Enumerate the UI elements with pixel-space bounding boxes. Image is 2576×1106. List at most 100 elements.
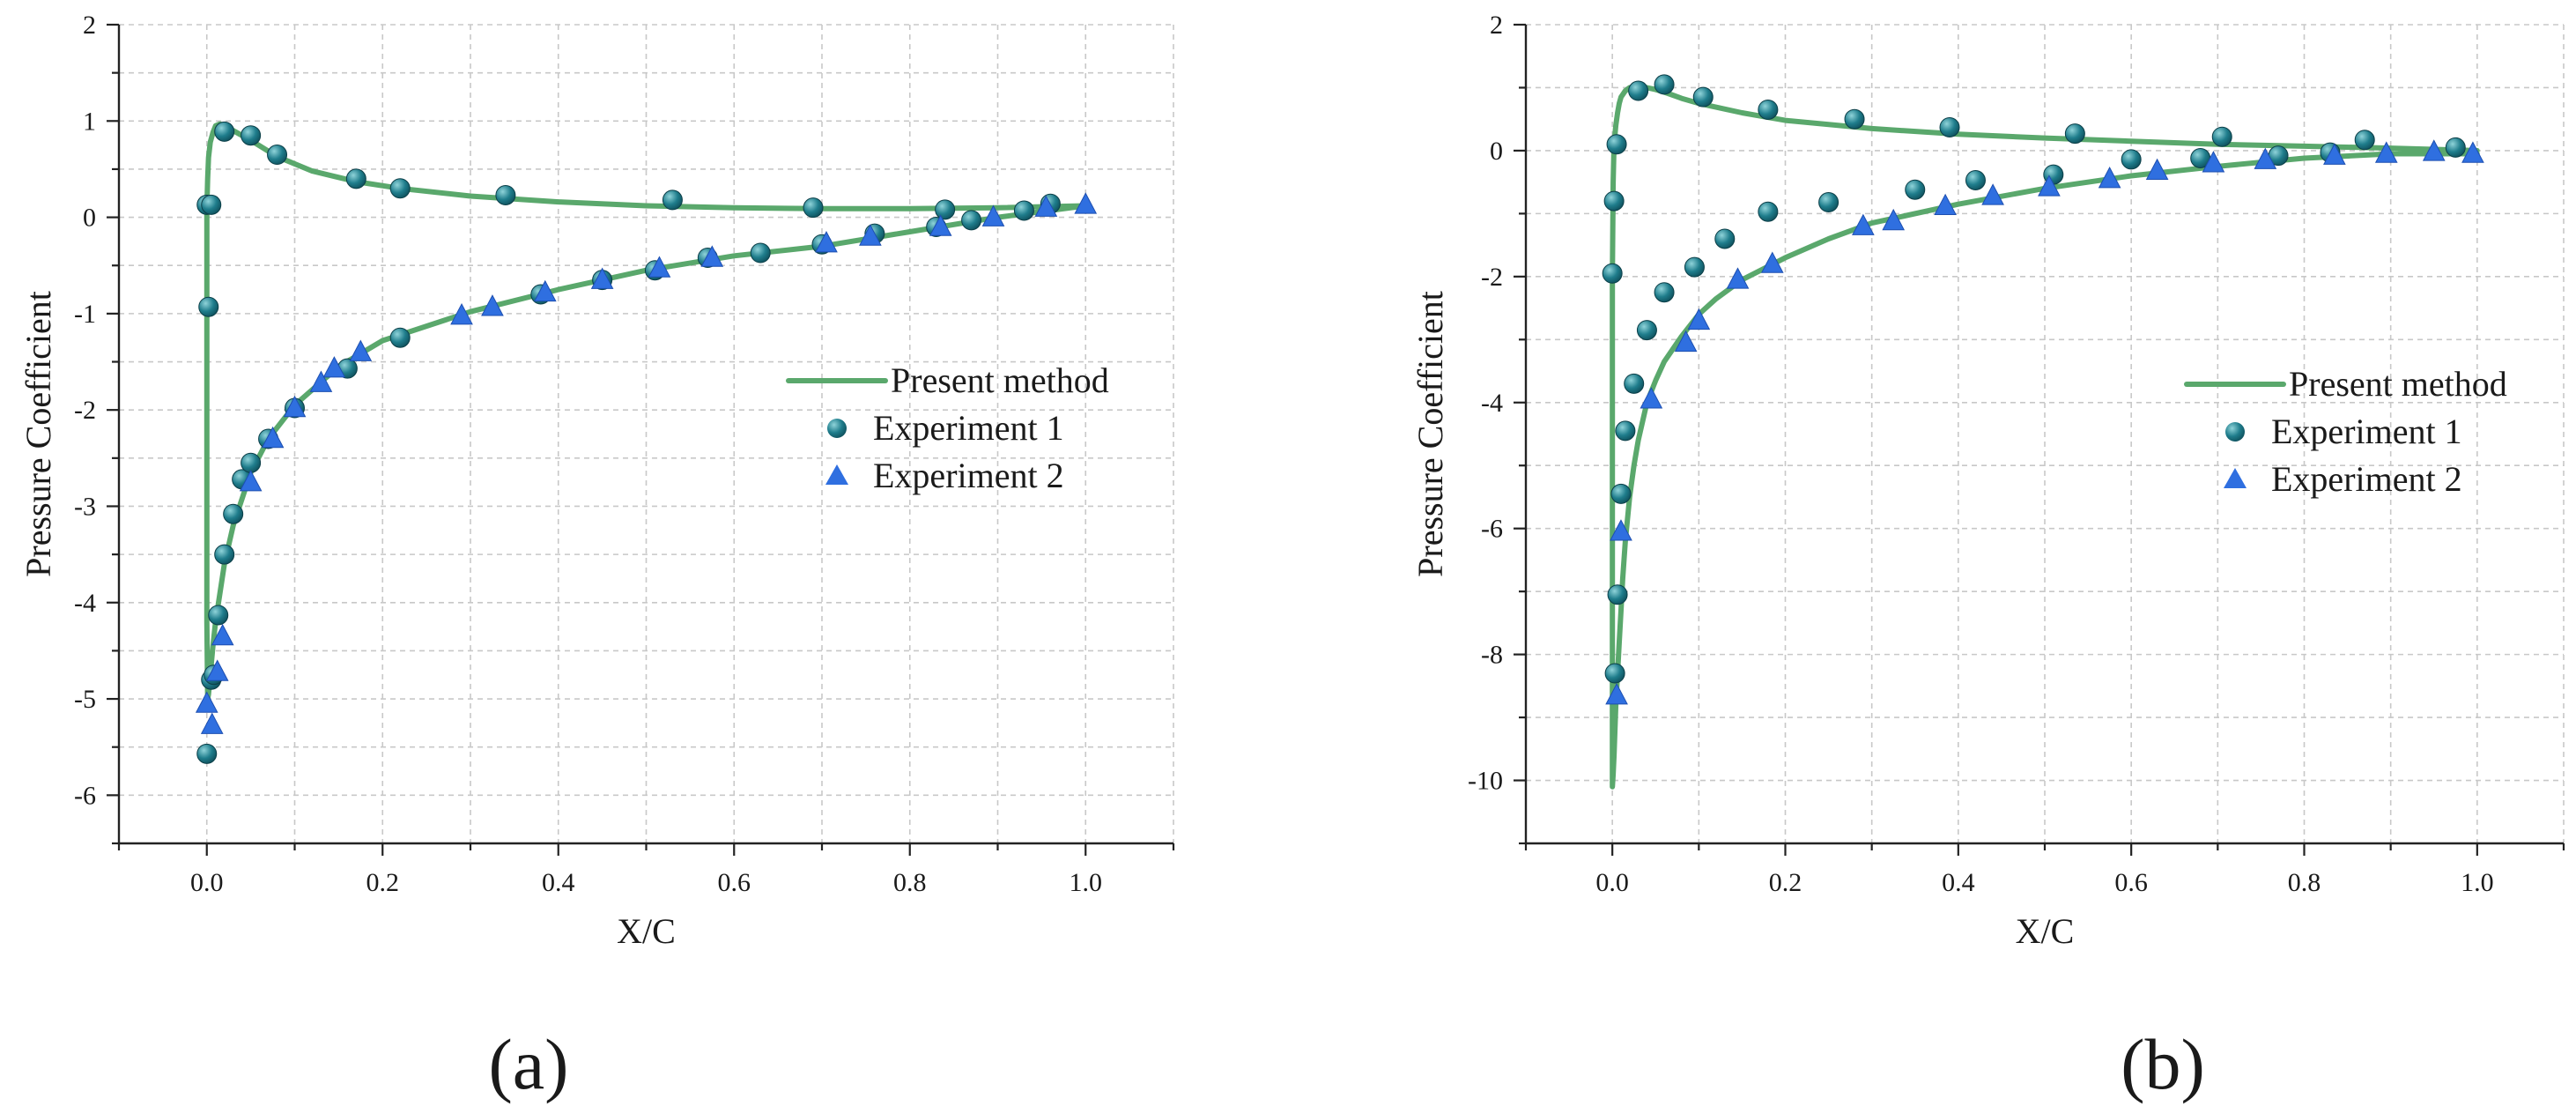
legend-circle-swatch-a bbox=[827, 419, 847, 438]
data-point-experiment-2 bbox=[700, 245, 724, 267]
data-point-experiment-2 bbox=[2374, 141, 2398, 163]
data-point-experiment-1 bbox=[1714, 228, 1736, 249]
data-point-experiment-1 bbox=[267, 145, 288, 166]
data-point-experiment-1 bbox=[803, 197, 824, 219]
data-point-experiment-1 bbox=[2121, 149, 2142, 170]
y-axis-title-b: Pressure Coefficient bbox=[1410, 291, 1450, 577]
y-tick-label: 0 bbox=[83, 204, 96, 233]
data-point-experiment-2 bbox=[2038, 174, 2061, 197]
y-tick-label: -1 bbox=[74, 300, 96, 329]
y-tick-label: -4 bbox=[74, 589, 96, 618]
chart-panel-b: 0.0 0.2 0.4 0.6 0.8 1.0 -10 -8 -6 -4 -2 0 2 X/C Pre… bbox=[1410, 11, 2565, 1104]
data-point-experiment-1 bbox=[1758, 99, 1779, 120]
data-point-experiment-1 bbox=[1607, 584, 1628, 605]
panel-label-b: (b) bbox=[2121, 1024, 2205, 1104]
data-point-experiment-1 bbox=[1628, 80, 1649, 101]
y-tick-label: -2 bbox=[1481, 263, 1503, 292]
legend-label-present-method-a: Present method bbox=[891, 360, 1109, 400]
data-point-experiment-2 bbox=[2422, 139, 2446, 161]
data-point-experiment-2 bbox=[1687, 308, 1711, 330]
data-point-experiment-1 bbox=[1965, 170, 1986, 191]
data-point-experiment-1 bbox=[1606, 134, 1627, 155]
data-point-experiment-1 bbox=[1610, 483, 1632, 504]
data-point-experiment-1 bbox=[241, 125, 262, 146]
x-axis-title-a: X/C bbox=[617, 911, 676, 951]
data-point-experiment-2 bbox=[2323, 143, 2346, 165]
data-point-experiment-1 bbox=[1905, 179, 1926, 200]
x-tick-label: 0.8 bbox=[893, 868, 927, 897]
data-point-experiment-2 bbox=[1074, 192, 1098, 214]
data-point-experiment-1 bbox=[1013, 200, 1034, 221]
data-point-experiment-2 bbox=[283, 395, 307, 418]
data-point-experiment-2 bbox=[205, 659, 229, 681]
legend-label-present-method-b: Present method bbox=[2289, 364, 2507, 404]
data-point-experiment-1 bbox=[1684, 256, 1705, 278]
data-point-experiment-1 bbox=[1636, 320, 1657, 341]
x-tick-label: 0.6 bbox=[2114, 868, 2148, 897]
data-point-experiment-2 bbox=[2145, 158, 2169, 181]
data-point-experiment-1 bbox=[1758, 201, 1779, 222]
x-tick-label: 0.4 bbox=[542, 868, 575, 897]
y-tick-label: -6 bbox=[1481, 515, 1503, 544]
legend-a: Present method Experiment 1 Experiment 2 bbox=[786, 360, 1109, 495]
data-point-experiment-2 bbox=[322, 356, 346, 378]
data-point-experiment-1 bbox=[1615, 420, 1636, 442]
legend-triangle-swatch-a bbox=[825, 464, 848, 485]
y-tick-label: 2 bbox=[83, 11, 96, 40]
y-tick-label: -2 bbox=[74, 396, 96, 425]
y-tick-label: -8 bbox=[1481, 641, 1503, 670]
legend-label-experiment-1-b: Experiment 1 bbox=[2271, 412, 2462, 451]
data-point-experiment-2 bbox=[1852, 213, 1875, 235]
plot-area-a bbox=[195, 121, 1098, 764]
data-point-experiment-1 bbox=[389, 327, 411, 348]
data-point-experiment-1 bbox=[1604, 663, 1625, 684]
y-tick-label: -10 bbox=[1468, 767, 1503, 796]
data-point-experiment-1 bbox=[198, 296, 219, 317]
data-point-experiment-1 bbox=[345, 168, 366, 189]
data-point-experiment-2 bbox=[2202, 151, 2225, 173]
x-tick-label: 0.0 bbox=[190, 868, 224, 897]
data-point-experiment-2 bbox=[195, 691, 218, 713]
data-point-experiment-2 bbox=[815, 231, 838, 253]
data-point-experiment-1 bbox=[750, 242, 771, 264]
data-point-experiment-2 bbox=[211, 623, 234, 646]
data-point-experiment-2 bbox=[1610, 519, 1632, 541]
data-point-experiment-1 bbox=[1692, 86, 1714, 108]
data-point-experiment-2 bbox=[481, 294, 504, 316]
data-point-experiment-2 bbox=[309, 370, 333, 392]
x-ticks-a: 0.0 0.2 0.4 0.6 0.8 1.0 bbox=[117, 843, 1175, 897]
data-point-experiment-1 bbox=[214, 121, 235, 142]
legend-triangle-swatch-b bbox=[2224, 468, 2247, 488]
data-point-experiment-1 bbox=[495, 184, 516, 205]
data-point-experiment-2 bbox=[533, 279, 557, 302]
data-point-experiment-2 bbox=[2461, 141, 2484, 163]
data-point-experiment-2 bbox=[239, 470, 263, 492]
x-tick-label: 0.4 bbox=[1942, 868, 1975, 897]
data-point-experiment-2 bbox=[1981, 183, 2004, 205]
x-tick-label: 1.0 bbox=[2461, 868, 2494, 897]
data-point-experiment-2 bbox=[450, 302, 473, 325]
data-point-experiment-1 bbox=[1654, 74, 1675, 95]
data-point-experiment-2 bbox=[1934, 193, 1957, 216]
data-point-experiment-2 bbox=[1034, 195, 1058, 217]
x-tick-label: 0.6 bbox=[718, 868, 751, 897]
data-point-experiment-1 bbox=[1603, 190, 1625, 212]
data-point-experiment-2 bbox=[1674, 330, 1698, 353]
data-point-experiment-1 bbox=[2211, 126, 2232, 147]
y-tick-label: 1 bbox=[83, 107, 96, 136]
plot-area-b bbox=[1602, 74, 2484, 790]
chart-panel-a: 0.0 0.2 0.4 0.6 0.8 1.0 -6 -5 -4 -3 -2 -1 0 1 2 X/C P… bbox=[19, 11, 1175, 1104]
data-point-experiment-1 bbox=[1654, 282, 1675, 303]
x-ticks-b: 0.0 0.2 0.4 0.6 0.8 1.0 bbox=[1524, 843, 2565, 897]
y-tick-label: 0 bbox=[1490, 137, 1503, 166]
data-point-experiment-1 bbox=[1602, 263, 1623, 284]
x-axis-title-b: X/C bbox=[2016, 911, 2075, 951]
data-point-experiment-2 bbox=[648, 256, 671, 278]
data-point-experiment-2 bbox=[929, 214, 952, 236]
y-axis-title-a: Pressure Coefficient bbox=[19, 291, 58, 577]
y-tick-label: -4 bbox=[1481, 389, 1503, 418]
data-point-experiment-2 bbox=[1605, 682, 1628, 705]
data-point-experiment-2 bbox=[200, 712, 224, 734]
data-point-experiment-1 bbox=[208, 605, 229, 626]
